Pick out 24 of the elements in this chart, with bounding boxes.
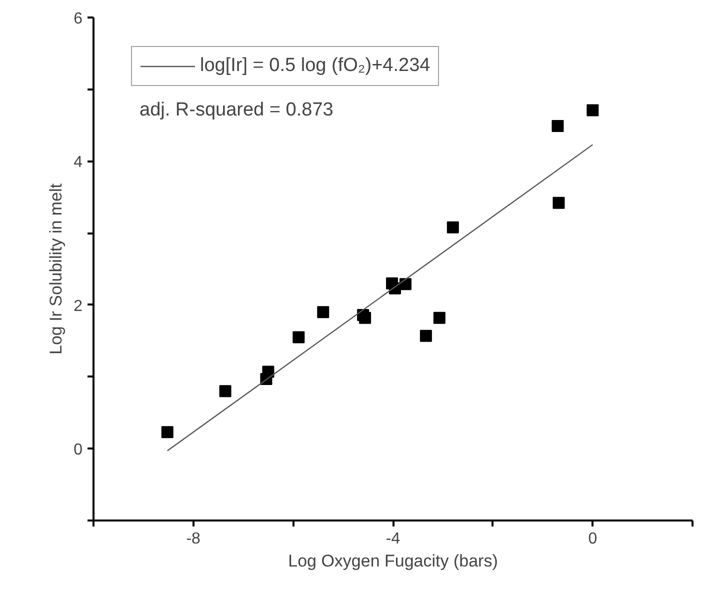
x-tick-label: -8 — [186, 530, 201, 548]
x-tick-label: 0 — [588, 530, 598, 548]
point — [552, 120, 564, 132]
legend-label: log[Ir] = 0.5 log (fO₂)+4.234 — [200, 55, 430, 77]
point — [219, 385, 232, 398]
point — [262, 366, 274, 378]
point — [552, 196, 565, 209]
y-tick-label: 2 — [74, 298, 83, 315]
x-axis-title: Log Oxygen Fugacity (bars) — [288, 552, 498, 570]
point — [161, 426, 174, 438]
point — [399, 278, 412, 290]
point — [292, 331, 305, 344]
annotation: adj. R-squared = 0.873 — [140, 100, 334, 120]
point — [420, 330, 432, 342]
y-tick-label: 6 — [74, 10, 83, 28]
point — [433, 312, 446, 324]
point — [586, 104, 599, 116]
y-tick-label: 4 — [74, 154, 83, 172]
point — [317, 306, 330, 318]
y-axis-title: Log Ir Solubility in melt — [46, 183, 66, 355]
point — [359, 312, 372, 324]
x-tick-label: -4 — [386, 530, 400, 548]
y-tick-label: 0 — [74, 442, 83, 459]
point — [446, 221, 459, 234]
